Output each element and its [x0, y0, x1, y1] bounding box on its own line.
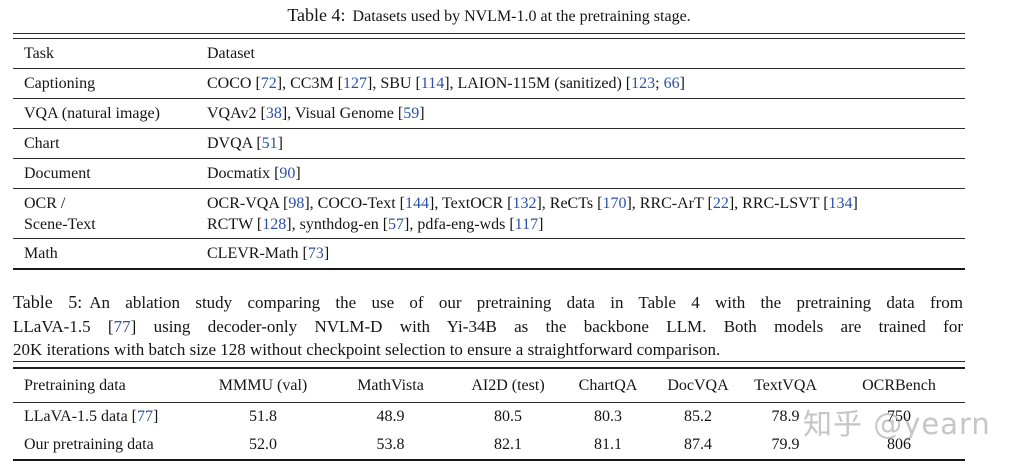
table5-header-pretraining-data: Pretraining data	[24, 376, 126, 394]
dataset-cell: DVQA [51]	[207, 135, 283, 152]
metric-value: 87.4	[684, 436, 712, 453]
table5: Pretraining data MMMU (val) MathVista AI…	[13, 361, 965, 461]
table4-rule	[13, 238, 965, 239]
table-row: Chart DVQA [51]	[13, 129, 965, 158]
task-cell: Math	[24, 245, 58, 262]
site-watermark: 知乎 @yearn	[803, 407, 991, 441]
table-row: VQA (natural image) VQAv2 [38], Visual G…	[13, 99, 965, 128]
metric-value: 48.9	[376, 408, 405, 425]
task-cell: Chart	[24, 135, 60, 152]
metric-value: 81.1	[594, 436, 622, 453]
table5-top-rule	[13, 361, 965, 369]
citation-link[interactable]: 90	[279, 165, 296, 182]
citation-link[interactable]: 73	[307, 245, 324, 262]
metric-value: 51.8	[249, 408, 277, 425]
citation-link[interactable]: 51	[261, 135, 278, 152]
citation-link[interactable]: 134	[828, 194, 853, 212]
metric-value: 85.2	[684, 408, 712, 425]
table4-rule	[13, 188, 965, 189]
table4-top-rule	[13, 33, 965, 39]
task-cell: VQA (natural image)	[24, 105, 160, 122]
table5-caption-line: 20K iterations with batch size 128 witho…	[13, 340, 721, 359]
table5-caption-line: Table 5: An ablation study comparing the …	[13, 291, 963, 315]
table4-rule	[13, 68, 965, 69]
citation-link[interactable]: 22	[712, 194, 729, 212]
table5-caption-line: LLaVA-1.5 [77] using decoder-only NVLM-D…	[13, 316, 963, 336]
table4-header-task: Task	[24, 45, 54, 62]
metric-value: 79.9	[771, 436, 800, 453]
metric-value: 53.8	[376, 436, 405, 453]
table4-rule	[13, 158, 965, 159]
dataset-cell: OCR-VQA [98], COCO-Text [144], TextOCR […	[207, 194, 858, 233]
citation-link[interactable]: 144	[404, 194, 429, 212]
citation-link[interactable]: 38	[265, 105, 282, 122]
citation-link[interactable]: 117	[514, 215, 539, 233]
citation-link[interactable]: 66	[663, 75, 680, 92]
table5-caption-text: An ablation study comparing the use of o…	[89, 293, 963, 312]
citation-link[interactable]: 77	[137, 408, 153, 425]
table5-header-mathvista: MathVista	[357, 376, 424, 394]
table-row: Captioning COCO [72], CC3M [127], SBU [1…	[13, 69, 965, 98]
table4: Task Dataset Captioning COCO [72], CC3M …	[13, 33, 965, 270]
table5-header-mmmu: MMMU (val)	[218, 376, 308, 394]
metric-value: 52.0	[249, 436, 277, 453]
dataset-cell: COCO [72], CC3M [127], SBU [114], LAION-…	[207, 75, 685, 92]
citation-link[interactable]: 59	[403, 105, 420, 122]
table5-header-docvqa: DocVQA	[667, 376, 729, 394]
citation-link[interactable]: 72	[260, 75, 277, 92]
table4-caption-label: Table 4:	[287, 5, 346, 25]
dataset-cell: Docmatix [90]	[207, 165, 301, 182]
citation-link[interactable]: 128	[262, 215, 287, 233]
metric-value: 806	[887, 436, 911, 453]
table5-rule	[13, 402, 965, 403]
table4-caption-text: Datasets used by NVLM-1.0 at the pretrai…	[352, 8, 691, 25]
metric-value: 750	[887, 408, 911, 425]
dataset-cell: VQAv2 [38], Visual Genome [59]	[207, 105, 425, 122]
citation-link[interactable]: 98	[288, 194, 305, 212]
task-cell: OCR / Scene-Text	[24, 194, 96, 233]
table4-rule	[13, 128, 965, 129]
table-row: OCR / Scene-Text OCR-VQA [98], COCO-Text …	[13, 189, 965, 238]
table5-header-ai2d: AI2D (test)	[471, 376, 545, 394]
table4-rule	[13, 98, 965, 99]
table5-header-row: Pretraining data MMMU (val) MathVista AI…	[13, 369, 965, 402]
table5-caption-label: Table 5:	[13, 292, 83, 312]
table-row: Document Docmatix [90]	[13, 159, 965, 188]
citation-link[interactable]: 57	[388, 215, 405, 233]
task-cell: Document	[24, 165, 91, 182]
table4-header-dataset: Dataset	[207, 45, 255, 62]
metric-value: 80.5	[494, 408, 522, 425]
table4-header-row: Task Dataset	[13, 39, 965, 68]
table5-bottom-rule	[13, 459, 965, 461]
citation-link[interactable]: 127	[343, 75, 368, 92]
citation-link[interactable]: 170	[602, 194, 627, 212]
citation-link[interactable]: 132	[512, 194, 537, 212]
row-label: Our pretraining data	[24, 436, 154, 453]
metric-value: 80.3	[594, 408, 622, 425]
table5-header-chartqa: ChartQA	[578, 376, 638, 394]
metric-value: 82.1	[494, 436, 522, 453]
table5-caption: Table 5: An ablation study comparing the …	[13, 291, 963, 362]
row-label: LLaVA-1.5 data [77]	[24, 408, 159, 425]
metric-value: 78.9	[771, 408, 800, 425]
table5-header-ocrbench: OCRBench	[862, 376, 936, 394]
table5-header-textvqa: TextVQA	[754, 376, 817, 394]
table-row: LLaVA-1.5 data [77] 51.8 48.9 80.5 80.3 …	[13, 403, 965, 431]
citation-link[interactable]: 114	[420, 75, 445, 92]
table4-caption: Table 4: Datasets used by NVLM-1.0 at the…	[13, 5, 965, 26]
citation-link[interactable]: 77	[113, 316, 131, 336]
table-row: Math CLEVR-Math [73]	[13, 239, 965, 268]
table4-bottom-rule	[13, 268, 965, 270]
dataset-cell: CLEVR-Math [73]	[207, 245, 330, 262]
citation-link[interactable]: 123	[631, 75, 656, 92]
task-cell: Captioning	[24, 75, 96, 92]
table-row: Our pretraining data 52.0 53.8 82.1 81.1…	[13, 431, 965, 459]
